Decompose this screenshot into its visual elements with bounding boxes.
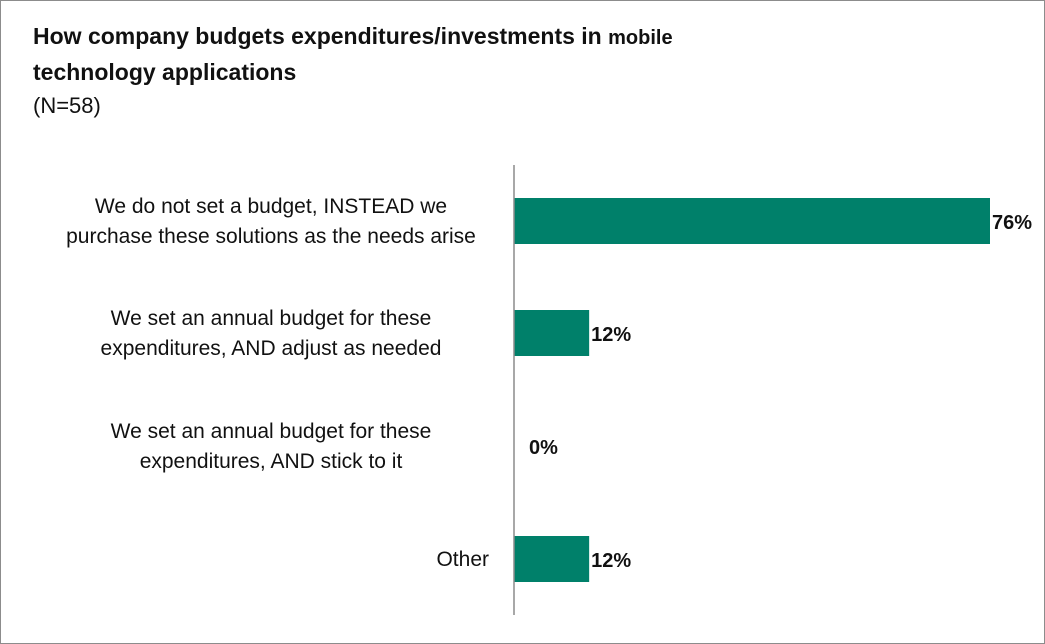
category-label: Other: [436, 548, 489, 571]
bar: [514, 198, 990, 244]
title-small: mobile: [608, 27, 673, 49]
title-line2: technology applications: [33, 59, 297, 85]
bar: [514, 310, 590, 356]
value-label: 0%: [529, 437, 558, 459]
category-label: We do not set a budget, INSTEAD we: [95, 195, 447, 218]
category-label: We set an annual budget for these: [111, 420, 432, 443]
title-main: How company budgets expenditures/investm…: [33, 23, 602, 49]
category-label: purchase these solutions as the needs ar…: [66, 225, 476, 248]
category-label: expenditures, AND stick to it: [140, 450, 403, 473]
chart-title: How company budgets expenditures/investm…: [33, 19, 933, 89]
value-label: 12%: [591, 550, 631, 572]
value-label: 12%: [591, 324, 631, 346]
value-label: 76%: [992, 212, 1032, 234]
chart-subtitle: (N=58): [33, 93, 101, 118]
bar: [514, 536, 590, 582]
category-label: We set an annual budget for these: [111, 307, 432, 330]
category-label: expenditures, AND adjust as needed: [101, 337, 442, 360]
